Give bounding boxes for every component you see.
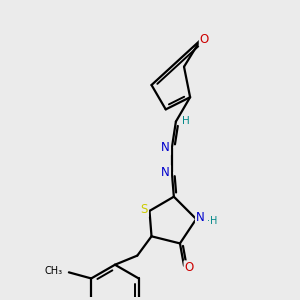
Text: S: S: [141, 203, 148, 216]
Text: N: N: [196, 211, 205, 224]
Text: N: N: [161, 142, 170, 154]
Text: H: H: [182, 116, 190, 126]
Text: CH₃: CH₃: [45, 266, 63, 276]
Text: O: O: [184, 261, 194, 274]
Text: ·H: ·H: [207, 216, 218, 226]
Text: N: N: [161, 166, 170, 179]
Text: O: O: [200, 33, 209, 46]
